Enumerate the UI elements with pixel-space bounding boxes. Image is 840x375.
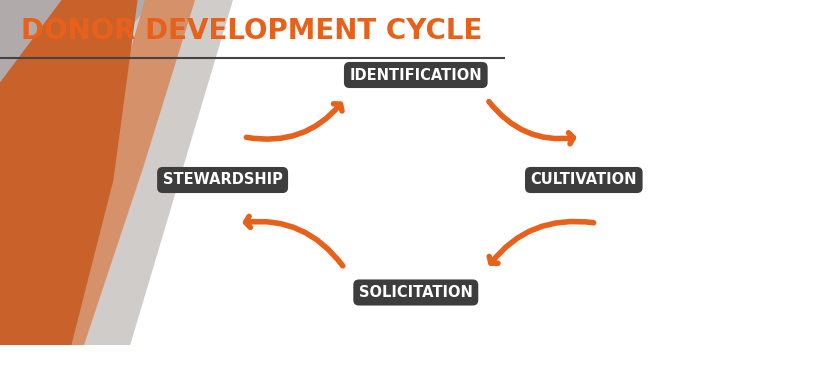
Text: SOLICITATION: SOLICITATION (359, 285, 473, 300)
Text: STEWARDSHIP: STEWARDSHIP (163, 172, 282, 188)
Polygon shape (46, 0, 197, 345)
Polygon shape (0, 0, 147, 345)
Text: DONOR DEVELOPMENT CYCLE: DONOR DEVELOPMENT CYCLE (21, 17, 482, 45)
Text: CULTIVATION: CULTIVATION (531, 172, 637, 188)
Polygon shape (0, 0, 139, 345)
Text: IDENTIFICATION: IDENTIFICATION (349, 68, 482, 82)
Polygon shape (34, 0, 235, 345)
